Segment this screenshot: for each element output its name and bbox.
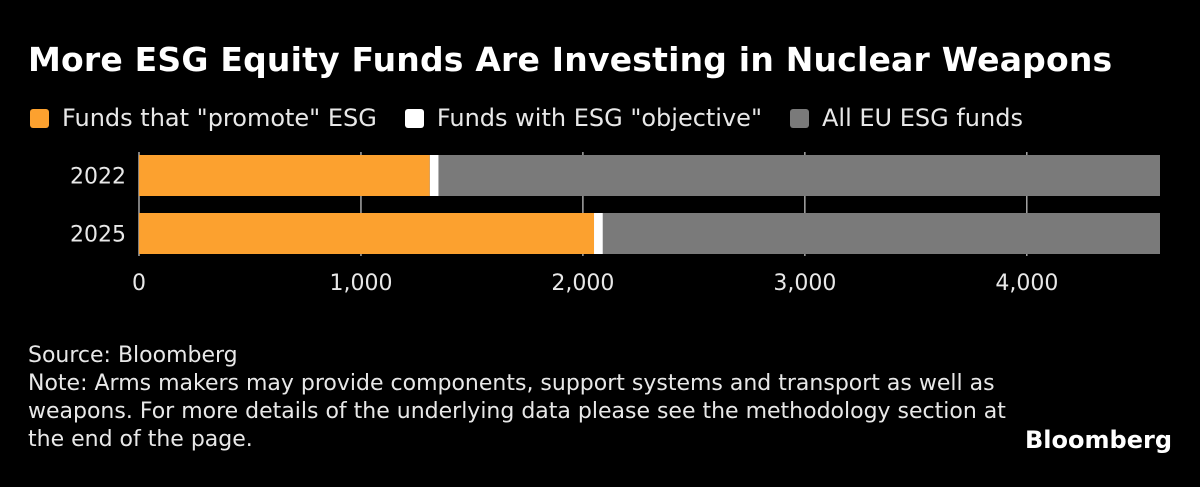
bar-2025-promote — [139, 213, 595, 254]
x-tick-label-4: 4,000 — [995, 271, 1058, 296]
bar-2025-objective — [594, 213, 603, 254]
legend-label-all: All EU ESG funds — [821, 104, 1023, 132]
bar-2025-all — [602, 213, 1160, 254]
x-tick-label-0: 0 — [132, 271, 146, 296]
bar-2022-objective — [429, 155, 439, 196]
legend-swatch-objective — [404, 108, 424, 128]
x-tick-label-2: 2,000 — [551, 271, 614, 296]
chart-footer: Source: Bloomberg Note: Arms makers may … — [28, 342, 1018, 454]
category-label-2022: 2022 — [70, 165, 126, 190]
legend-label-objective: Funds with ESG "objective" — [436, 104, 762, 132]
bar-2022-all — [438, 155, 1160, 196]
x-tick-label-3: 3,000 — [773, 271, 836, 296]
legend-label-promote: Funds that "promote" ESG — [62, 104, 377, 132]
bar-2022-promote — [139, 155, 430, 196]
legend-swatch-all — [789, 108, 809, 128]
legend-item-all: All EU ESG funds — [789, 104, 1023, 132]
bloomberg-logo: Bloomberg — [1025, 426, 1172, 454]
category-label-2025: 2025 — [70, 223, 126, 248]
note-text: Note: Arms makers may provide components… — [28, 371, 1006, 452]
legend-item-promote: Funds that "promote" ESG — [30, 104, 377, 132]
chart-title: More ESG Equity Funds Are Investing in N… — [28, 40, 1113, 79]
chart-legend: Funds that "promote" ESG Funds with ESG … — [30, 104, 1051, 132]
source-text: Source: Bloomberg — [28, 343, 238, 368]
x-tick-label-1: 1,000 — [329, 271, 392, 296]
legend-swatch-promote — [30, 108, 49, 128]
legend-item-objective: Funds with ESG "objective" — [404, 104, 762, 132]
